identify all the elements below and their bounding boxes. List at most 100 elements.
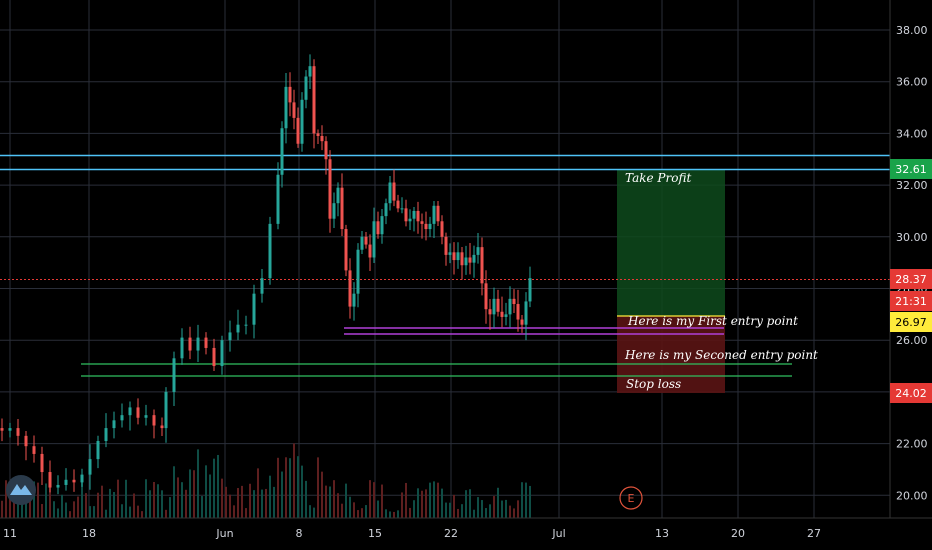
- candle[interactable]: [268, 216, 272, 285]
- candle[interactable]: [236, 309, 240, 341]
- candle[interactable]: [480, 237, 484, 296]
- candle[interactable]: [476, 232, 480, 264]
- price-tag[interactable]: 32.61: [890, 159, 932, 179]
- candle[interactable]: [484, 270, 488, 324]
- candle[interactable]: [352, 282, 356, 321]
- profit-zone[interactable]: [617, 169, 725, 316]
- price-axis-panel[interactable]: [890, 0, 932, 518]
- candle[interactable]: [408, 209, 412, 230]
- candle[interactable]: [72, 469, 76, 492]
- candle[interactable]: [360, 230, 364, 255]
- candle[interactable]: [372, 207, 376, 264]
- candle[interactable]: [464, 245, 468, 275]
- candle[interactable]: [496, 289, 500, 317]
- candle[interactable]: [308, 54, 312, 89]
- loss-zone[interactable]: [617, 316, 725, 393]
- candle[interactable]: [16, 419, 20, 446]
- price-tag[interactable]: 24.02: [890, 383, 932, 403]
- candle[interactable]: [460, 247, 464, 280]
- candle[interactable]: [344, 224, 348, 277]
- candle[interactable]: [424, 211, 428, 241]
- candle[interactable]: [188, 326, 192, 360]
- candle[interactable]: [436, 200, 440, 226]
- candle[interactable]: [280, 121, 284, 188]
- candle[interactable]: [172, 351, 176, 407]
- candle[interactable]: [104, 413, 108, 448]
- candle[interactable]: [304, 70, 308, 109]
- candle[interactable]: [0, 418, 4, 442]
- candle[interactable]: [336, 182, 340, 217]
- candle[interactable]: [212, 338, 216, 371]
- earnings-marker[interactable]: E: [619, 486, 643, 510]
- candle[interactable]: [340, 173, 344, 236]
- candle[interactable]: [444, 232, 448, 266]
- candle[interactable]: [376, 211, 380, 239]
- candle[interactable]: [468, 243, 472, 275]
- candle[interactable]: [384, 198, 388, 225]
- candle[interactable]: [368, 234, 372, 272]
- candle[interactable]: [520, 315, 524, 333]
- stop-loss-label[interactable]: Stop loss: [626, 377, 681, 391]
- candle[interactable]: [296, 107, 300, 148]
- candle[interactable]: [432, 201, 436, 239]
- candle[interactable]: [420, 213, 424, 239]
- candle[interactable]: [312, 59, 316, 149]
- time-axis-panel[interactable]: [0, 518, 932, 550]
- candle[interactable]: [284, 73, 288, 144]
- candle[interactable]: [500, 296, 504, 328]
- candle[interactable]: [80, 468, 84, 487]
- candle[interactable]: [472, 245, 476, 278]
- candle[interactable]: [380, 208, 384, 244]
- candle[interactable]: [452, 242, 456, 275]
- tradingview-logo-icon[interactable]: [6, 475, 36, 505]
- candle[interactable]: [40, 446, 44, 486]
- candle[interactable]: [316, 129, 320, 145]
- candle[interactable]: [120, 403, 124, 428]
- first-entry-label[interactable]: Here is my First entry point: [627, 314, 798, 328]
- candle[interactable]: [412, 206, 416, 232]
- candle[interactable]: [328, 150, 332, 233]
- candle[interactable]: [180, 328, 184, 365]
- candle[interactable]: [332, 192, 336, 229]
- candle[interactable]: [56, 475, 60, 495]
- candle[interactable]: [8, 422, 12, 438]
- candle[interactable]: [204, 332, 208, 355]
- candle[interactable]: [508, 286, 512, 328]
- candle[interactable]: [260, 269, 264, 303]
- candle[interactable]: [128, 401, 132, 431]
- candle[interactable]: [428, 216, 432, 238]
- candle[interactable]: [164, 387, 168, 443]
- candle[interactable]: [488, 298, 492, 330]
- candle[interactable]: [492, 287, 496, 328]
- candle[interactable]: [504, 302, 508, 326]
- price-tag[interactable]: 28.37: [890, 269, 932, 289]
- candle[interactable]: [404, 199, 408, 227]
- price-tag[interactable]: 21:31: [890, 291, 932, 311]
- candle[interactable]: [252, 284, 256, 339]
- candle[interactable]: [400, 197, 404, 214]
- candle[interactable]: [276, 162, 280, 230]
- candle[interactable]: [96, 435, 100, 469]
- candle[interactable]: [160, 417, 164, 437]
- candle[interactable]: [440, 215, 444, 245]
- candle[interactable]: [300, 92, 304, 152]
- candle[interactable]: [516, 289, 520, 332]
- candle[interactable]: [528, 266, 532, 308]
- candle[interactable]: [292, 89, 296, 130]
- candle[interactable]: [512, 289, 516, 314]
- candle[interactable]: [392, 169, 396, 207]
- price-tag[interactable]: 26.97: [890, 312, 932, 332]
- candle[interactable]: [244, 315, 248, 335]
- candle[interactable]: [356, 243, 360, 308]
- candle[interactable]: [288, 72, 292, 117]
- candle[interactable]: [448, 243, 452, 264]
- candle[interactable]: [320, 125, 324, 151]
- candle[interactable]: [364, 231, 368, 249]
- candle[interactable]: [396, 194, 400, 213]
- candle[interactable]: [416, 201, 420, 234]
- candle[interactable]: [196, 324, 200, 363]
- take-profit-label[interactable]: Take Profit: [625, 171, 691, 185]
- candle[interactable]: [88, 444, 92, 490]
- candle[interactable]: [112, 411, 116, 439]
